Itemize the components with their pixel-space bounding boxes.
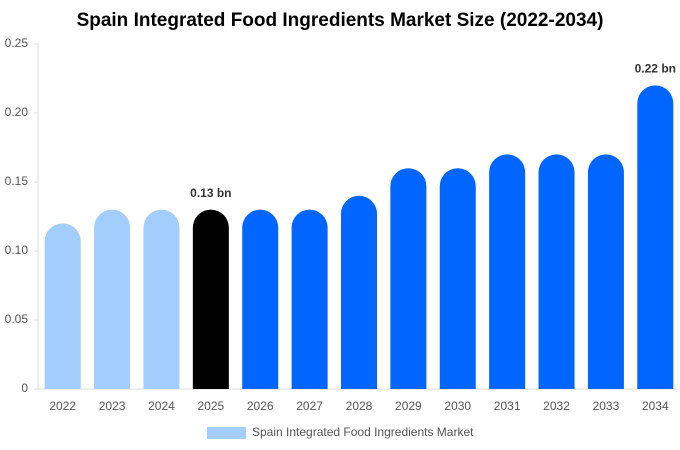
x-tick-label: 2033 xyxy=(593,399,620,413)
bar xyxy=(489,154,526,389)
y-tick-label: 0.25 xyxy=(5,36,29,50)
x-tick-label: 2027 xyxy=(296,399,323,413)
bar xyxy=(143,209,180,389)
bar xyxy=(242,209,279,389)
bar xyxy=(439,168,476,389)
y-tick-label: 0.20 xyxy=(5,105,29,119)
bar xyxy=(291,209,328,389)
x-tick-label: 2029 xyxy=(395,399,422,413)
y-tick-label: 0.15 xyxy=(5,174,29,188)
x-tick-label: 2034 xyxy=(642,399,669,413)
bar xyxy=(44,223,81,389)
x-tick-label: 2026 xyxy=(247,399,274,413)
x-tick-label: 2023 xyxy=(99,399,126,413)
y-tick-label: 0.10 xyxy=(5,243,29,257)
x-tick-label: 2030 xyxy=(444,399,471,413)
x-tick-label: 2025 xyxy=(197,399,224,413)
x-tick-label: 2028 xyxy=(346,399,373,413)
x-tick-label: 2022 xyxy=(49,399,76,413)
y-tick-label: 0 xyxy=(21,381,28,395)
legend-label: Spain Integrated Food Ingredients Market xyxy=(252,425,474,439)
bar xyxy=(341,195,377,389)
x-tick-label: 2024 xyxy=(148,399,175,413)
value-label: 0.22 bn xyxy=(635,62,676,76)
chart-title: Spain Integrated Food Ingredients Market… xyxy=(77,10,604,31)
bar xyxy=(587,154,624,389)
value-label: 0.13 bn xyxy=(190,186,231,200)
bar xyxy=(390,168,427,389)
x-tick-label: 2032 xyxy=(543,399,570,413)
bar xyxy=(192,209,229,389)
bar xyxy=(538,154,575,389)
x-tick-label: 2031 xyxy=(494,399,521,413)
legend-swatch xyxy=(207,427,246,439)
bar xyxy=(94,209,131,389)
y-tick-label: 0.05 xyxy=(5,312,29,326)
bar xyxy=(637,85,674,390)
